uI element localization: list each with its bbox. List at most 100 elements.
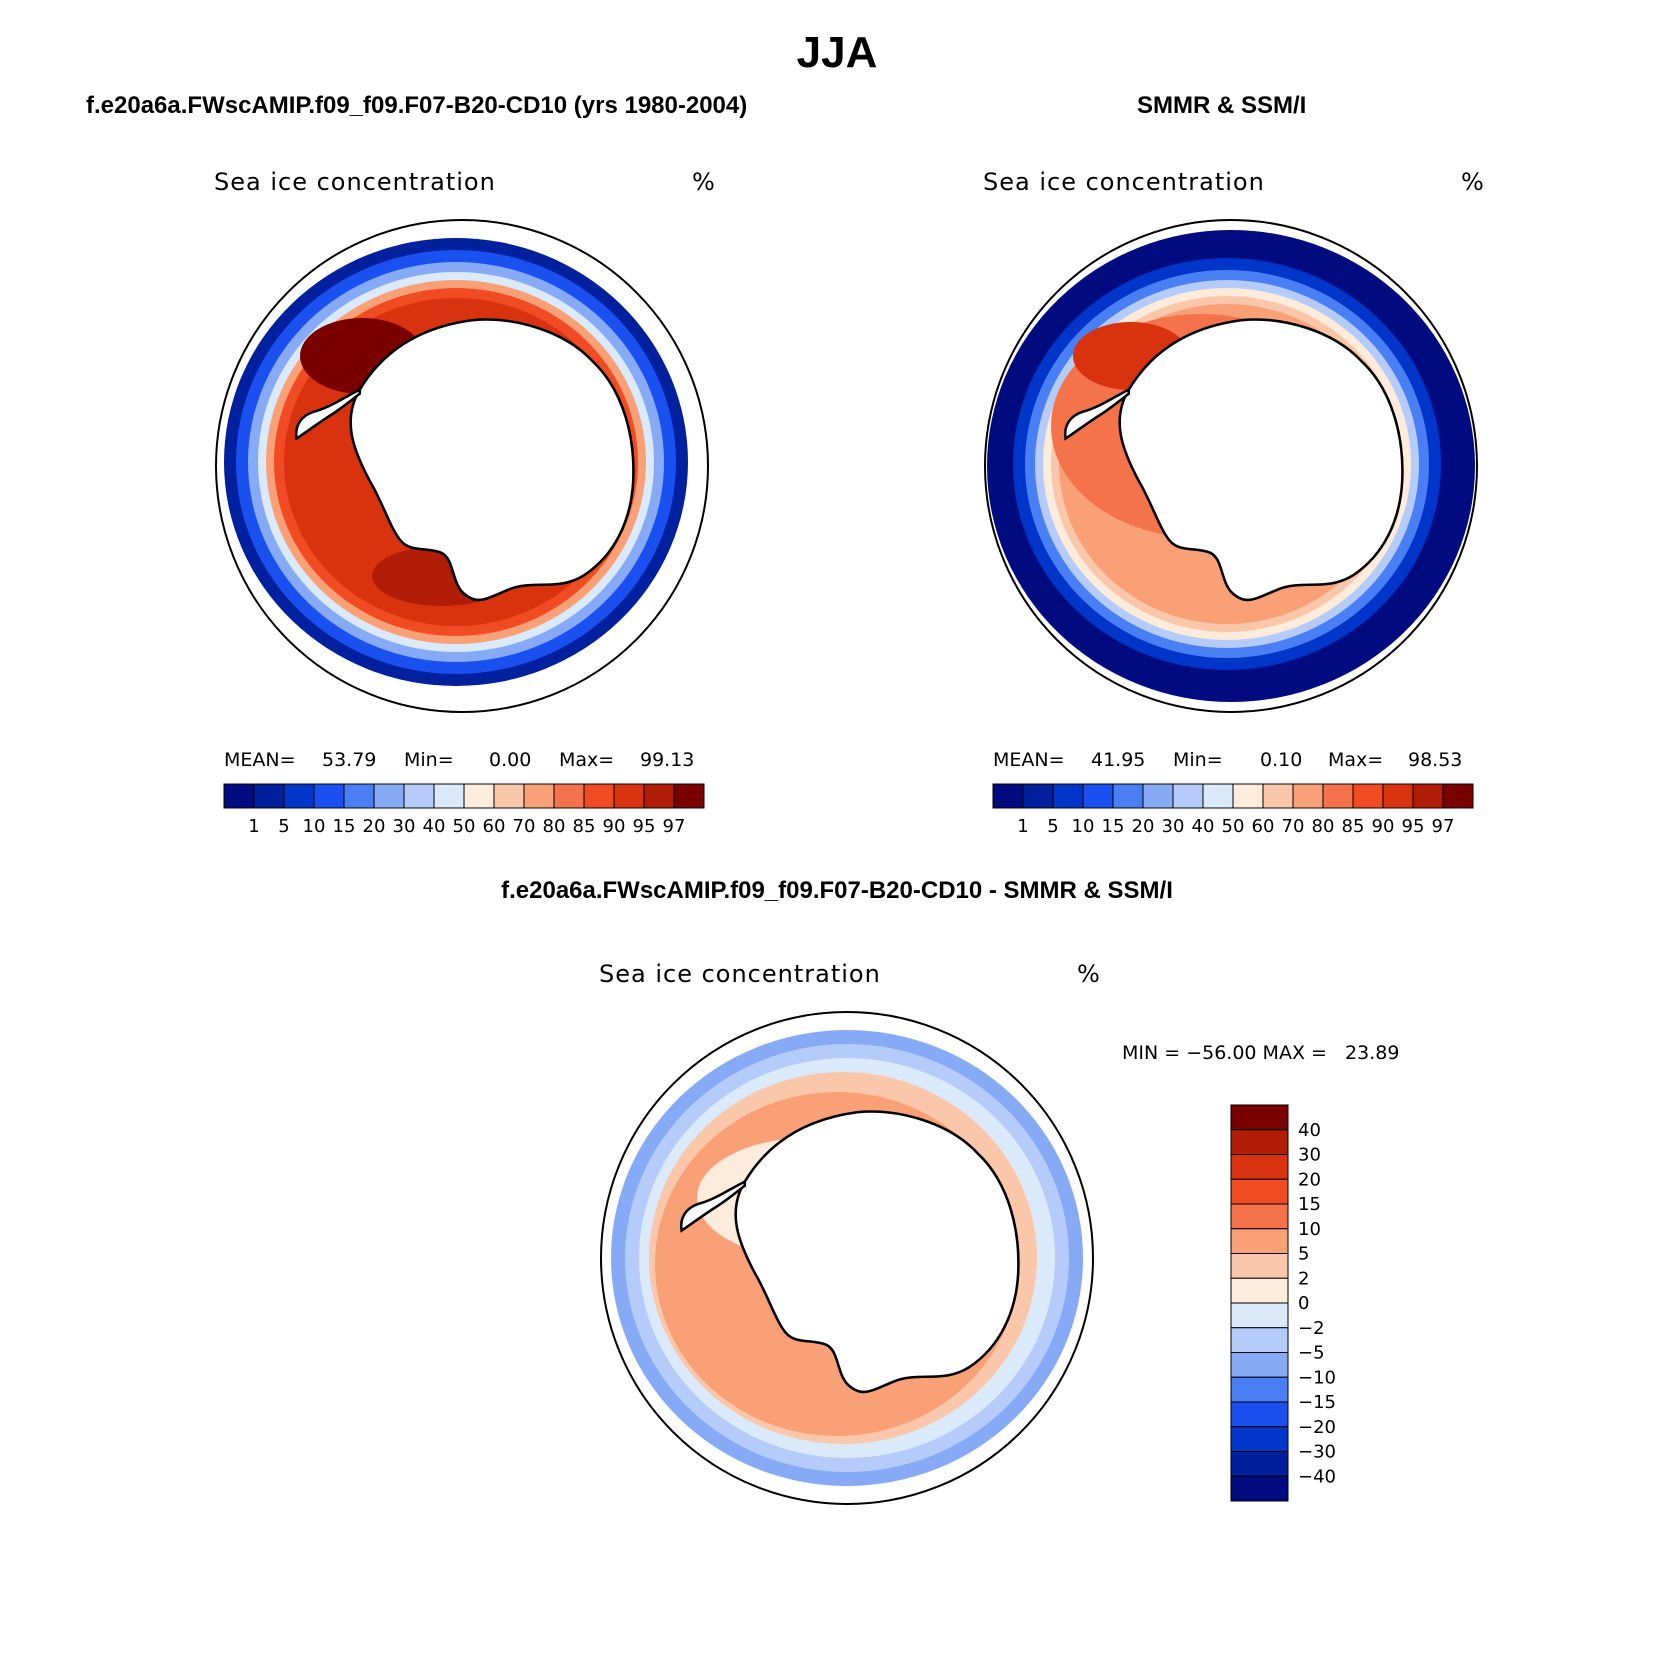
right-mean-label: MEAN= [993,749,1065,771]
right-min-label: Min= [1173,749,1223,771]
left-mean-label: MEAN= [224,749,296,771]
left-colorbar-swatch-10 [523,783,555,809]
left-map-boundary [215,219,709,713]
right-colorbar-tick-0: 1 [1017,816,1028,837]
left-colorbar-swatch-0 [223,783,255,809]
right-colorbar-tick-13: 95 [1402,816,1425,837]
right-colorbar-swatch-9 [1262,783,1294,809]
diff-units-label: % [1077,960,1101,988]
right-max-value: 98.53 [1408,749,1463,771]
left-colorbar-tick-1: 5 [278,816,289,837]
diff-colorbar-tick-11: −15 [1298,1392,1336,1413]
right-colorbar-swatch-10 [1292,783,1324,809]
right-map [987,230,1475,702]
right-colorbar-tick-1: 5 [1047,816,1058,837]
diff-minmax-label: MIN = −56.00 MAX = 23.89 [1122,1042,1400,1064]
figure-title: JJA [796,28,878,77]
diff-colorbar-swatch-0 [1230,1104,1289,1131]
diff-colorbar-tick-1: 30 [1298,1145,1321,1166]
left-min-label: Min= [404,749,454,771]
diff-map [611,1030,1083,1486]
left-colorbar-swatch-12 [583,783,615,809]
right-colorbar-swatch-11 [1322,783,1354,809]
left-colorbar-swatch-5 [373,783,405,809]
right-colorbar-tick-8: 60 [1252,816,1275,837]
left-colorbar-tick-13: 95 [633,816,656,837]
right-colorbar-swatch-14 [1412,783,1444,809]
diff-colorbar-tick-8: −2 [1298,1318,1325,1339]
right-colorbar-tick-9: 70 [1282,816,1305,837]
diff-colorbar-swatch-12 [1230,1401,1289,1428]
left-colorbar-swatch-6 [403,783,435,809]
left-colorbar-tick-9: 70 [513,816,536,837]
left-colorbar-tick-14: 97 [663,816,686,837]
right-colorbar-tick-10: 80 [1312,816,1335,837]
left-colorbar-tick-2: 10 [303,816,326,837]
left-min-value: 0.00 [489,749,532,771]
left-colorbar-tick-3: 15 [333,816,356,837]
diff-panel-title: f.e20a6a.FWscAMIP.f09_f09.F07-B20-CD10 -… [501,877,1173,904]
left-colorbar-swatch-13 [613,783,645,809]
diff-colorbar-swatch-15 [1230,1475,1289,1502]
right-colorbar-swatch-0 [992,783,1024,809]
left-colorbar-swatch-15 [673,783,705,809]
right-colorbar-swatch-2 [1052,783,1084,809]
right-colorbar-tick-2: 10 [1072,816,1095,837]
left-colorbar-swatch-1 [253,783,285,809]
right-colorbar-tick-5: 30 [1162,816,1185,837]
left-colorbar-swatch-4 [343,783,375,809]
diff-variable-label: Sea ice concentration [599,960,881,988]
diff-colorbar-swatch-9 [1230,1327,1289,1353]
right-colorbar-swatch-3 [1082,783,1114,809]
left-colorbar-tick-6: 40 [423,816,446,837]
left-units-label: % [692,168,716,196]
left-map [224,238,688,686]
right-panel-title: SMMR & SSM/I [1137,92,1307,119]
left-colorbar-tick-5: 30 [393,816,416,837]
diff-colorbar-swatch-1 [1230,1129,1289,1155]
diff-colorbar-tick-6: 2 [1298,1268,1309,1289]
left-variable-label: Sea ice concentration [214,168,496,196]
right-colorbar-tick-12: 90 [1372,816,1395,837]
right-colorbar-swatch-1 [1022,783,1054,809]
right-colorbar-tick-6: 40 [1192,816,1215,837]
right-map-boundary [984,219,1478,713]
diff-colorbar-swatch-5 [1230,1228,1289,1254]
right-colorbar: 1 5 10 15 20 30 40 50 60 70 80 85 90 95 97 [992,783,1474,837]
left-panel-title: f.e20a6a.FWscAMIP.f09_f09.F07-B20-CD10 (… [86,92,748,119]
right-variable-label: Sea ice concentration [983,168,1265,196]
left-max-label: Max= [559,749,615,771]
left-mean-value: 53.79 [322,749,377,771]
diff-colorbar-swatch-8 [1230,1302,1289,1329]
diff-colorbar-swatch-6 [1230,1253,1289,1279]
left-colorbar-tick-12: 90 [603,816,626,837]
left-colorbar-swatch-8 [463,783,495,809]
diff-colorbar-tick-0: 40 [1298,1120,1321,1141]
left-colorbar-swatch-7 [433,783,465,809]
diff-colorbar-swatch-11 [1230,1376,1289,1403]
diff-colorbar-tick-13: −30 [1298,1442,1336,1463]
left-max-value: 99.13 [640,749,695,771]
right-colorbar-tick-3: 15 [1102,816,1125,837]
right-colorbar-tick-4: 20 [1132,816,1155,837]
diff-colorbar-tick-14: −40 [1298,1466,1336,1487]
left-colorbar-tick-11: 85 [573,816,596,837]
diff-colorbar-tick-5: 5 [1298,1244,1309,1265]
diff-colorbar-tick-3: 15 [1298,1194,1321,1215]
diff-colorbar-swatch-7 [1230,1277,1289,1304]
right-colorbar-swatch-5 [1142,783,1174,809]
right-colorbar-swatch-4 [1112,783,1144,809]
diff-colorbar-swatch-4 [1230,1203,1289,1230]
right-mean-value: 41.95 [1091,749,1146,771]
left-colorbar-swatch-9 [493,783,525,809]
diff-colorbar-swatch-14 [1230,1451,1289,1477]
left-colorbar-tick-7: 50 [453,816,476,837]
diff-colorbar-tick-9: −5 [1298,1343,1325,1364]
right-max-label: Max= [1328,749,1384,771]
right-colorbar-tick-14: 97 [1432,816,1455,837]
left-colorbar-tick-10: 80 [543,816,566,837]
right-colorbar-tick-11: 85 [1342,816,1365,837]
left-colorbar: 1 5 10 15 20 30 40 50 60 70 80 85 90 95 97 [223,783,705,837]
